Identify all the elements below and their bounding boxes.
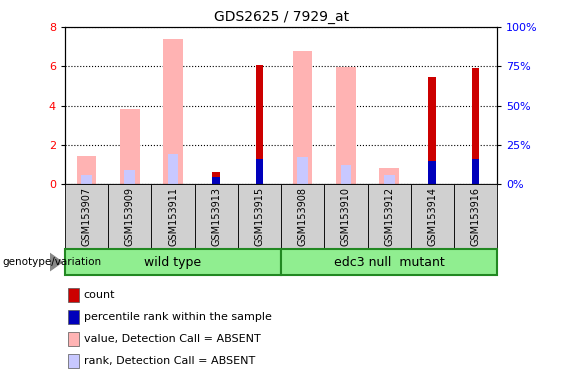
Bar [454, 184, 497, 248]
Text: percentile rank within the sample: percentile rank within the sample [84, 312, 272, 322]
Bar [297, 157, 308, 184]
Bar [281, 248, 497, 275]
Text: value, Detection Call = ABSENT: value, Detection Call = ABSENT [84, 334, 260, 344]
Polygon shape [50, 253, 62, 271]
Bar [194, 184, 238, 248]
Bar [81, 175, 92, 184]
Bar [212, 172, 220, 184]
Bar [212, 177, 220, 184]
Bar [380, 167, 399, 184]
Bar [472, 159, 480, 184]
Text: GSM153916: GSM153916 [471, 187, 481, 245]
Bar [77, 156, 96, 184]
Bar [428, 161, 436, 184]
Text: GSM153908: GSM153908 [298, 187, 308, 245]
Text: GSM153909: GSM153909 [125, 187, 135, 245]
Bar [428, 77, 436, 184]
Bar [324, 184, 368, 248]
Bar [124, 170, 135, 184]
Bar [68, 310, 79, 324]
Bar [384, 175, 394, 184]
Bar [168, 154, 179, 184]
Text: rank, Detection Call = ABSENT: rank, Detection Call = ABSENT [84, 356, 255, 366]
Text: GSM153910: GSM153910 [341, 187, 351, 245]
Bar [151, 184, 194, 248]
Bar [341, 165, 351, 184]
Bar [163, 39, 182, 184]
Bar [367, 184, 411, 248]
Title: GDS2625 / 7929_at: GDS2625 / 7929_at [214, 10, 349, 25]
Bar [68, 354, 79, 368]
Bar [65, 184, 108, 248]
Bar [238, 184, 281, 248]
Text: GSM153912: GSM153912 [384, 187, 394, 245]
Text: edc3 null  mutant: edc3 null mutant [334, 256, 445, 268]
Bar [472, 68, 480, 184]
Text: GSM153913: GSM153913 [211, 187, 221, 245]
Bar [293, 51, 312, 184]
Bar [281, 184, 324, 248]
Bar [255, 159, 263, 184]
Bar [65, 248, 281, 275]
Bar [108, 184, 151, 248]
Text: GSM153907: GSM153907 [81, 187, 92, 245]
Bar [336, 67, 355, 184]
Bar [68, 332, 79, 346]
Text: genotype/variation: genotype/variation [3, 257, 102, 267]
Text: GSM153915: GSM153915 [254, 187, 264, 245]
Bar [255, 65, 263, 184]
Bar [120, 109, 140, 184]
Text: wild type: wild type [145, 256, 202, 268]
Text: GSM153914: GSM153914 [427, 187, 437, 245]
Text: count: count [84, 290, 115, 300]
Text: GSM153911: GSM153911 [168, 187, 178, 245]
Bar [411, 184, 454, 248]
Bar [68, 288, 79, 302]
